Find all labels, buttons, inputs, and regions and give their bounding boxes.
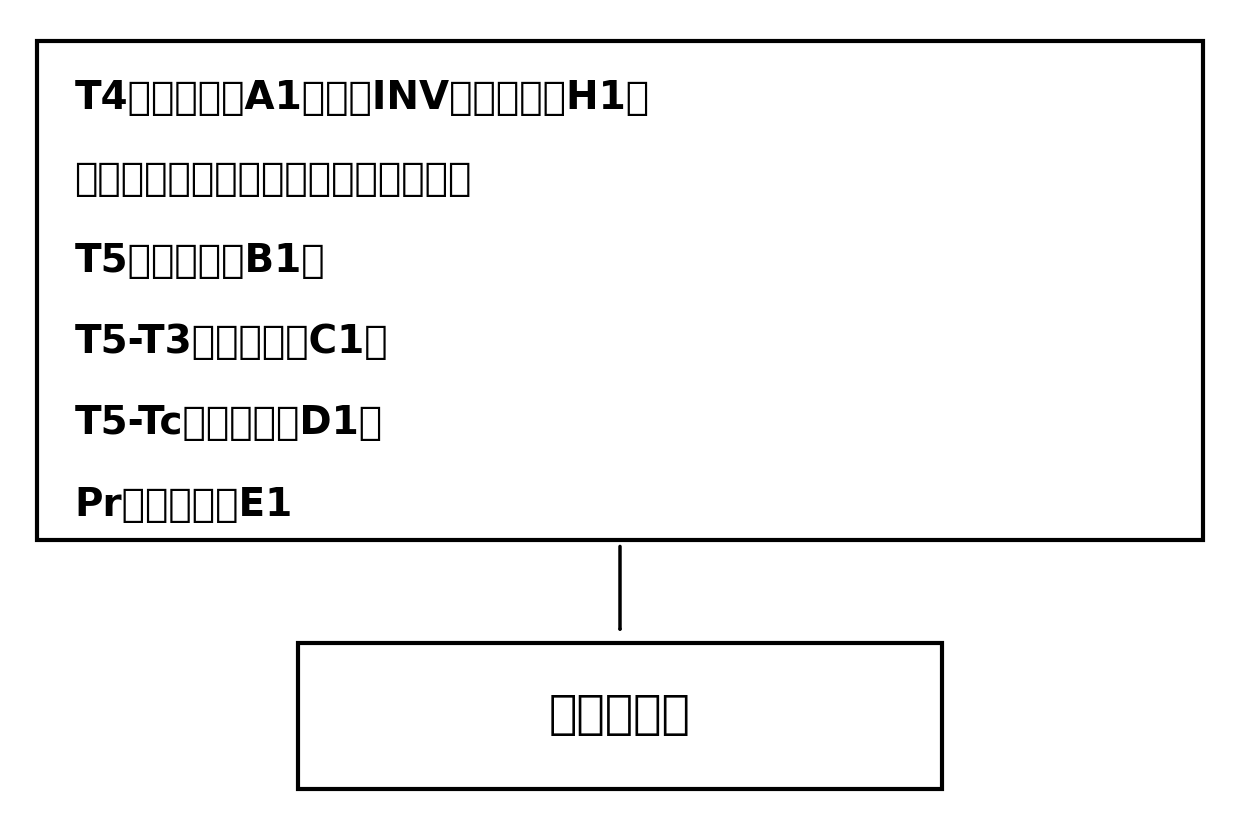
Text: 并且满足以下条件任一项或几项结合：: 并且满足以下条件任一项或几项结合：	[74, 160, 471, 198]
Text: Pr大于或等于E1: Pr大于或等于E1	[74, 486, 293, 524]
FancyBboxPatch shape	[37, 42, 1203, 540]
Text: T5小于或等于B1；: T5小于或等于B1；	[74, 242, 325, 280]
Text: T4小于或等于A1、并且INV大于或等于H1；: T4小于或等于A1、并且INV大于或等于H1；	[74, 79, 650, 117]
FancyBboxPatch shape	[298, 643, 942, 788]
Text: T5-Tc小于或等于D1；: T5-Tc小于或等于D1；	[74, 404, 382, 442]
Text: 开启电磁阀: 开启电磁阀	[549, 693, 691, 738]
Text: T5-T3小于或等于C1；: T5-T3小于或等于C1；	[74, 323, 388, 361]
